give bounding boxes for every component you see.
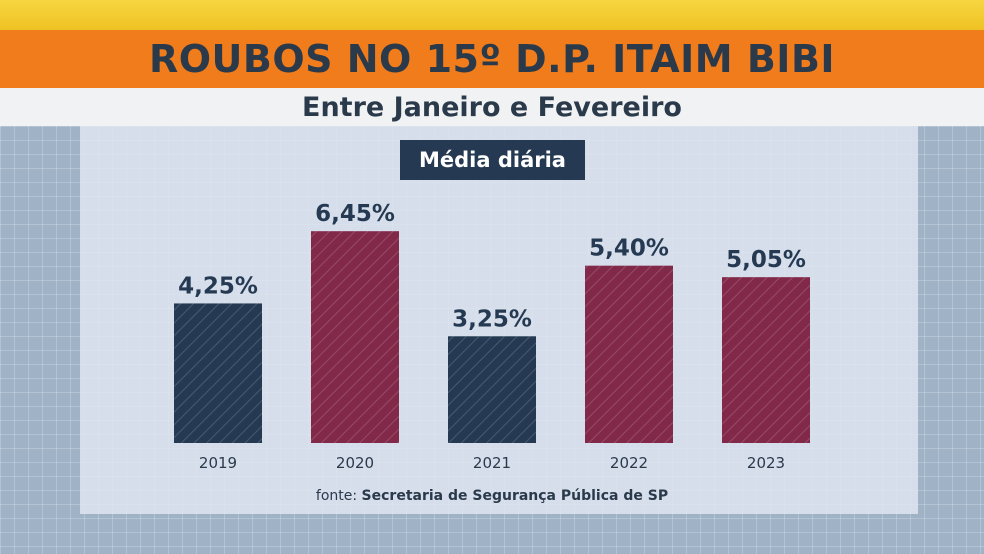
value-label-2022: 5,40%	[589, 236, 669, 262]
bar-hatch-2020	[311, 231, 399, 443]
bars-group: 4,25% 2019 6,45% 2020 3,25% 2021 5,40% 2022 5,05…	[174, 201, 810, 472]
subtitle-bar: Entre Janeiro e Fevereiro	[0, 88, 984, 126]
bar-hatch-2023	[722, 277, 810, 443]
chart-badge: Média diária	[400, 140, 585, 180]
source-caption: fonte: Secretaria de Segurança Pública d…	[0, 488, 984, 504]
tick-label-2019: 2019	[199, 454, 237, 472]
bar-hatch-2019	[174, 303, 262, 443]
bar-hatch-2022	[585, 265, 673, 443]
top-color-strip	[0, 0, 984, 30]
title-bar: ROUBOS NO 15º D.P. ITAIM BIBI	[0, 30, 984, 88]
value-label-2020: 6,45%	[315, 201, 395, 227]
page-subtitle: Entre Janeiro e Fevereiro	[302, 91, 682, 123]
source-prefix: fonte:	[315, 488, 358, 504]
value-label-2023: 5,05%	[726, 247, 806, 273]
value-label-2019: 4,25%	[178, 273, 258, 299]
tick-label-2023: 2023	[747, 454, 785, 472]
value-label-2021: 3,25%	[452, 306, 532, 332]
page-title: ROUBOS NO 15º D.P. ITAIM BIBI	[148, 37, 836, 81]
source-name: Secretaria de Segurança Pública de SP	[361, 488, 669, 504]
tick-label-2022: 2022	[610, 454, 648, 472]
tick-label-2020: 2020	[336, 454, 374, 472]
tick-label-2021: 2021	[473, 454, 511, 472]
bar-hatch-2021	[448, 336, 536, 443]
